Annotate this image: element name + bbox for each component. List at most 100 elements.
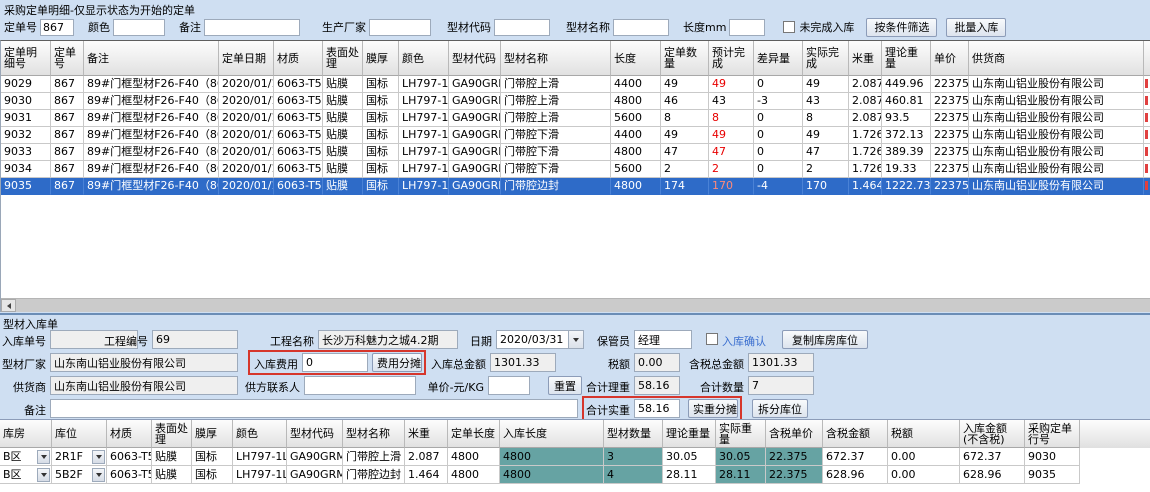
column-header[interactable]: 膜厚 (363, 41, 399, 76)
column-header[interactable]: 单价 (931, 41, 969, 76)
chevron-down-icon[interactable] (37, 449, 50, 464)
cell: 门带腔边封 (501, 178, 611, 195)
cell: 89#门框型材F26-F40（866+867） (84, 144, 219, 161)
cell: 贴膜 (323, 76, 363, 93)
remark-input[interactable] (50, 399, 578, 418)
date-dropdown-button[interactable] (568, 331, 583, 348)
column-header[interactable]: 采购定单行号 (1025, 420, 1080, 448)
filter-profile-code-input[interactable] (494, 18, 550, 36)
total-amount-input[interactable] (490, 353, 556, 372)
column-header[interactable]: 型材名称 (343, 420, 405, 448)
inbound-fee-input[interactable] (302, 353, 368, 372)
column-header[interactable]: 型材代码 (287, 420, 343, 448)
fee-share-button[interactable]: 费用分摊 (372, 353, 422, 372)
column-header[interactable]: 含税单价 (766, 420, 823, 448)
horizontal-scrollbar[interactable] (1, 298, 1150, 312)
order-row[interactable]: 903186789#门框型材F26-F40（866+867）2020/01/13… (1, 110, 1150, 127)
column-header[interactable]: 颜色 (399, 41, 449, 76)
tax-input[interactable] (634, 353, 680, 372)
chevron-down-icon[interactable] (37, 467, 50, 482)
column-header[interactable]: 定单长度 (448, 420, 500, 448)
column-header[interactable]: 差异量 (754, 41, 803, 76)
actual-share-button[interactable]: 实重分摊 (688, 399, 738, 418)
combo-cell[interactable]: B区 (0, 448, 52, 466)
total-with-tax-input[interactable] (748, 353, 814, 372)
keeper-input[interactable] (634, 330, 692, 349)
inbound-confirm-checkbox[interactable] (706, 333, 718, 345)
inbound-row[interactable]: B区5B2F6063-T5贴膜国标LH797-1LL0GA90GRM05门带腔边… (0, 466, 1150, 484)
unit-price-input[interactable] (488, 376, 530, 395)
filter-order-no-input[interactable] (40, 18, 74, 36)
column-header[interactable]: 膜厚 (192, 420, 233, 448)
cell: GA90GRM04 (449, 144, 501, 161)
column-header[interactable]: 定单明细号 (1, 41, 51, 76)
column-header[interactable]: 型材代码 (449, 41, 501, 76)
column-header[interactable]: 定单日期 (219, 41, 274, 76)
column-header[interactable]: 型材数量 (604, 420, 663, 448)
supplier-input[interactable] (50, 376, 238, 395)
project-no-input[interactable] (152, 330, 238, 349)
column-header[interactable]: 米重 (849, 41, 882, 76)
combo-cell[interactable]: 2R1F (52, 448, 107, 466)
column-header[interactable]: 实际完成 (803, 41, 849, 76)
column-header[interactable]: 库位 (52, 420, 107, 448)
cell: 山东南山铝业股份有限公司 (969, 110, 1144, 127)
column-header[interactable]: 表面处理 (323, 41, 363, 76)
column-header[interactable]: 实际重量 (716, 420, 766, 448)
column-header[interactable]: 备注 (84, 41, 219, 76)
column-header[interactable]: 理论重量 (882, 41, 931, 76)
column-header[interactable]: 材质 (107, 420, 152, 448)
total-actual-input[interactable] (634, 399, 680, 418)
filter-remark-input[interactable] (204, 18, 300, 36)
order-row[interactable]: 903086789#门框型材F26-F40（866+867）2020/01/13… (1, 93, 1150, 110)
column-header[interactable]: 材质 (274, 41, 323, 76)
column-header[interactable]: 含税金额 (823, 420, 888, 448)
order-row[interactable]: 903286789#门框型材F26-F40（866+867）2020/01/13… (1, 127, 1150, 144)
order-row[interactable]: 903386789#门框型材F26-F40（866+867）2020/01/13… (1, 144, 1150, 161)
copy-location-button[interactable]: 复制库房库位 (782, 330, 868, 349)
column-header[interactable]: 定单数量 (661, 41, 709, 76)
filter-by-condition-button[interactable]: 按条件筛选 (866, 17, 938, 37)
column-header[interactable]: 定单号 (51, 41, 84, 76)
reset-button[interactable]: 重置 (548, 376, 582, 395)
column-header[interactable]: 长度 (611, 41, 661, 76)
column-header[interactable]: 颜色 (233, 420, 287, 448)
column-header[interactable]: 型材名称 (501, 41, 611, 76)
column-header[interactable]: 预计完成 (709, 41, 754, 76)
total-theoretical-input[interactable] (634, 376, 680, 395)
column-header[interactable]: 表面处理 (152, 420, 192, 448)
filter-profile-name-input[interactable] (613, 18, 669, 36)
column-header[interactable]: 库房 (0, 420, 52, 448)
inbound-no-input[interactable] (50, 330, 138, 349)
unfinished-checkbox[interactable] (783, 21, 796, 33)
column-header[interactable]: 理论重量 (663, 420, 716, 448)
inbound-row[interactable]: B区2R1F6063-T5贴膜国标LH797-1LL0GA90GRM03门带腔上… (0, 448, 1150, 466)
keeper-label: 保管员 (597, 335, 630, 348)
cell: 贴膜 (323, 178, 363, 195)
factory-input[interactable] (50, 353, 238, 372)
batch-inbound-button[interactable]: 批量入库 (946, 17, 1007, 37)
split-location-button[interactable]: 拆分库位 (752, 399, 808, 418)
total-qty-input[interactable] (748, 376, 814, 395)
date-picker[interactable]: 2020/03/31 (496, 330, 584, 349)
combo-cell[interactable]: B区 (0, 466, 52, 484)
cell: 8 (709, 110, 754, 127)
total-amount-label: 入库总金额 (431, 358, 486, 371)
filter-factory-input[interactable] (369, 18, 431, 36)
filter-length-input[interactable] (729, 18, 766, 36)
chevron-down-icon[interactable] (92, 467, 105, 482)
filter-color-input[interactable] (113, 18, 165, 36)
column-header[interactable]: 入库金额(不含税) (960, 420, 1025, 448)
scroll-left-button[interactable] (1, 299, 16, 312)
column-header[interactable]: 米重 (405, 420, 448, 448)
order-row[interactable]: 902986789#门框型材F26-F40（866+867）2020/01/13… (1, 76, 1150, 93)
project-name-input[interactable] (318, 330, 458, 349)
order-row[interactable]: 903486789#门框型材F26-F40（866+867）2020/01/13… (1, 161, 1150, 178)
chevron-down-icon[interactable] (92, 449, 105, 464)
column-header[interactable]: 税额 (888, 420, 960, 448)
column-header[interactable]: 入库长度 (500, 420, 604, 448)
column-header[interactable]: 供货商 (969, 41, 1144, 76)
combo-cell[interactable]: 5B2F (52, 466, 107, 484)
supplier-contact-input[interactable] (304, 376, 416, 395)
order-row[interactable]: 903586789#门框型材F26-F40（866+867）2020/01/13… (1, 178, 1150, 195)
